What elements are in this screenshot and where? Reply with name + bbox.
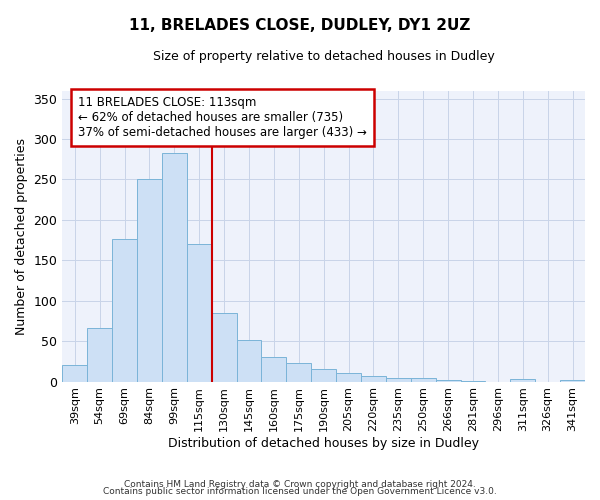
Bar <box>461 381 485 382</box>
Title: Size of property relative to detached houses in Dudley: Size of property relative to detached ho… <box>153 50 494 63</box>
Bar <box>112 240 137 382</box>
X-axis label: Distribution of detached houses by size in Dudley: Distribution of detached houses by size … <box>168 437 479 450</box>
Text: 11, BRELADES CLOSE, DUDLEY, DY1 2UZ: 11, BRELADES CLOSE, DUDLEY, DY1 2UZ <box>130 18 470 32</box>
Bar <box>286 363 311 382</box>
Text: Contains HM Land Registry data © Crown copyright and database right 2024.: Contains HM Land Registry data © Crown c… <box>124 480 476 489</box>
Y-axis label: Number of detached properties: Number of detached properties <box>15 138 28 334</box>
Bar <box>386 378 411 382</box>
Text: Contains public sector information licensed under the Open Government Licence v3: Contains public sector information licen… <box>103 488 497 496</box>
Bar <box>511 379 535 382</box>
Bar <box>87 328 112 382</box>
Bar <box>212 313 236 382</box>
Bar <box>336 374 361 382</box>
Bar <box>137 180 162 382</box>
Bar <box>361 376 386 382</box>
Bar <box>62 366 87 382</box>
Bar <box>311 370 336 382</box>
Text: 11 BRELADES CLOSE: 113sqm
← 62% of detached houses are smaller (735)
37% of semi: 11 BRELADES CLOSE: 113sqm ← 62% of detac… <box>78 96 367 140</box>
Bar <box>187 244 212 382</box>
Bar <box>411 378 436 382</box>
Bar <box>560 380 585 382</box>
Bar <box>236 340 262 382</box>
Bar <box>262 358 286 382</box>
Bar <box>436 380 461 382</box>
Bar <box>162 153 187 382</box>
